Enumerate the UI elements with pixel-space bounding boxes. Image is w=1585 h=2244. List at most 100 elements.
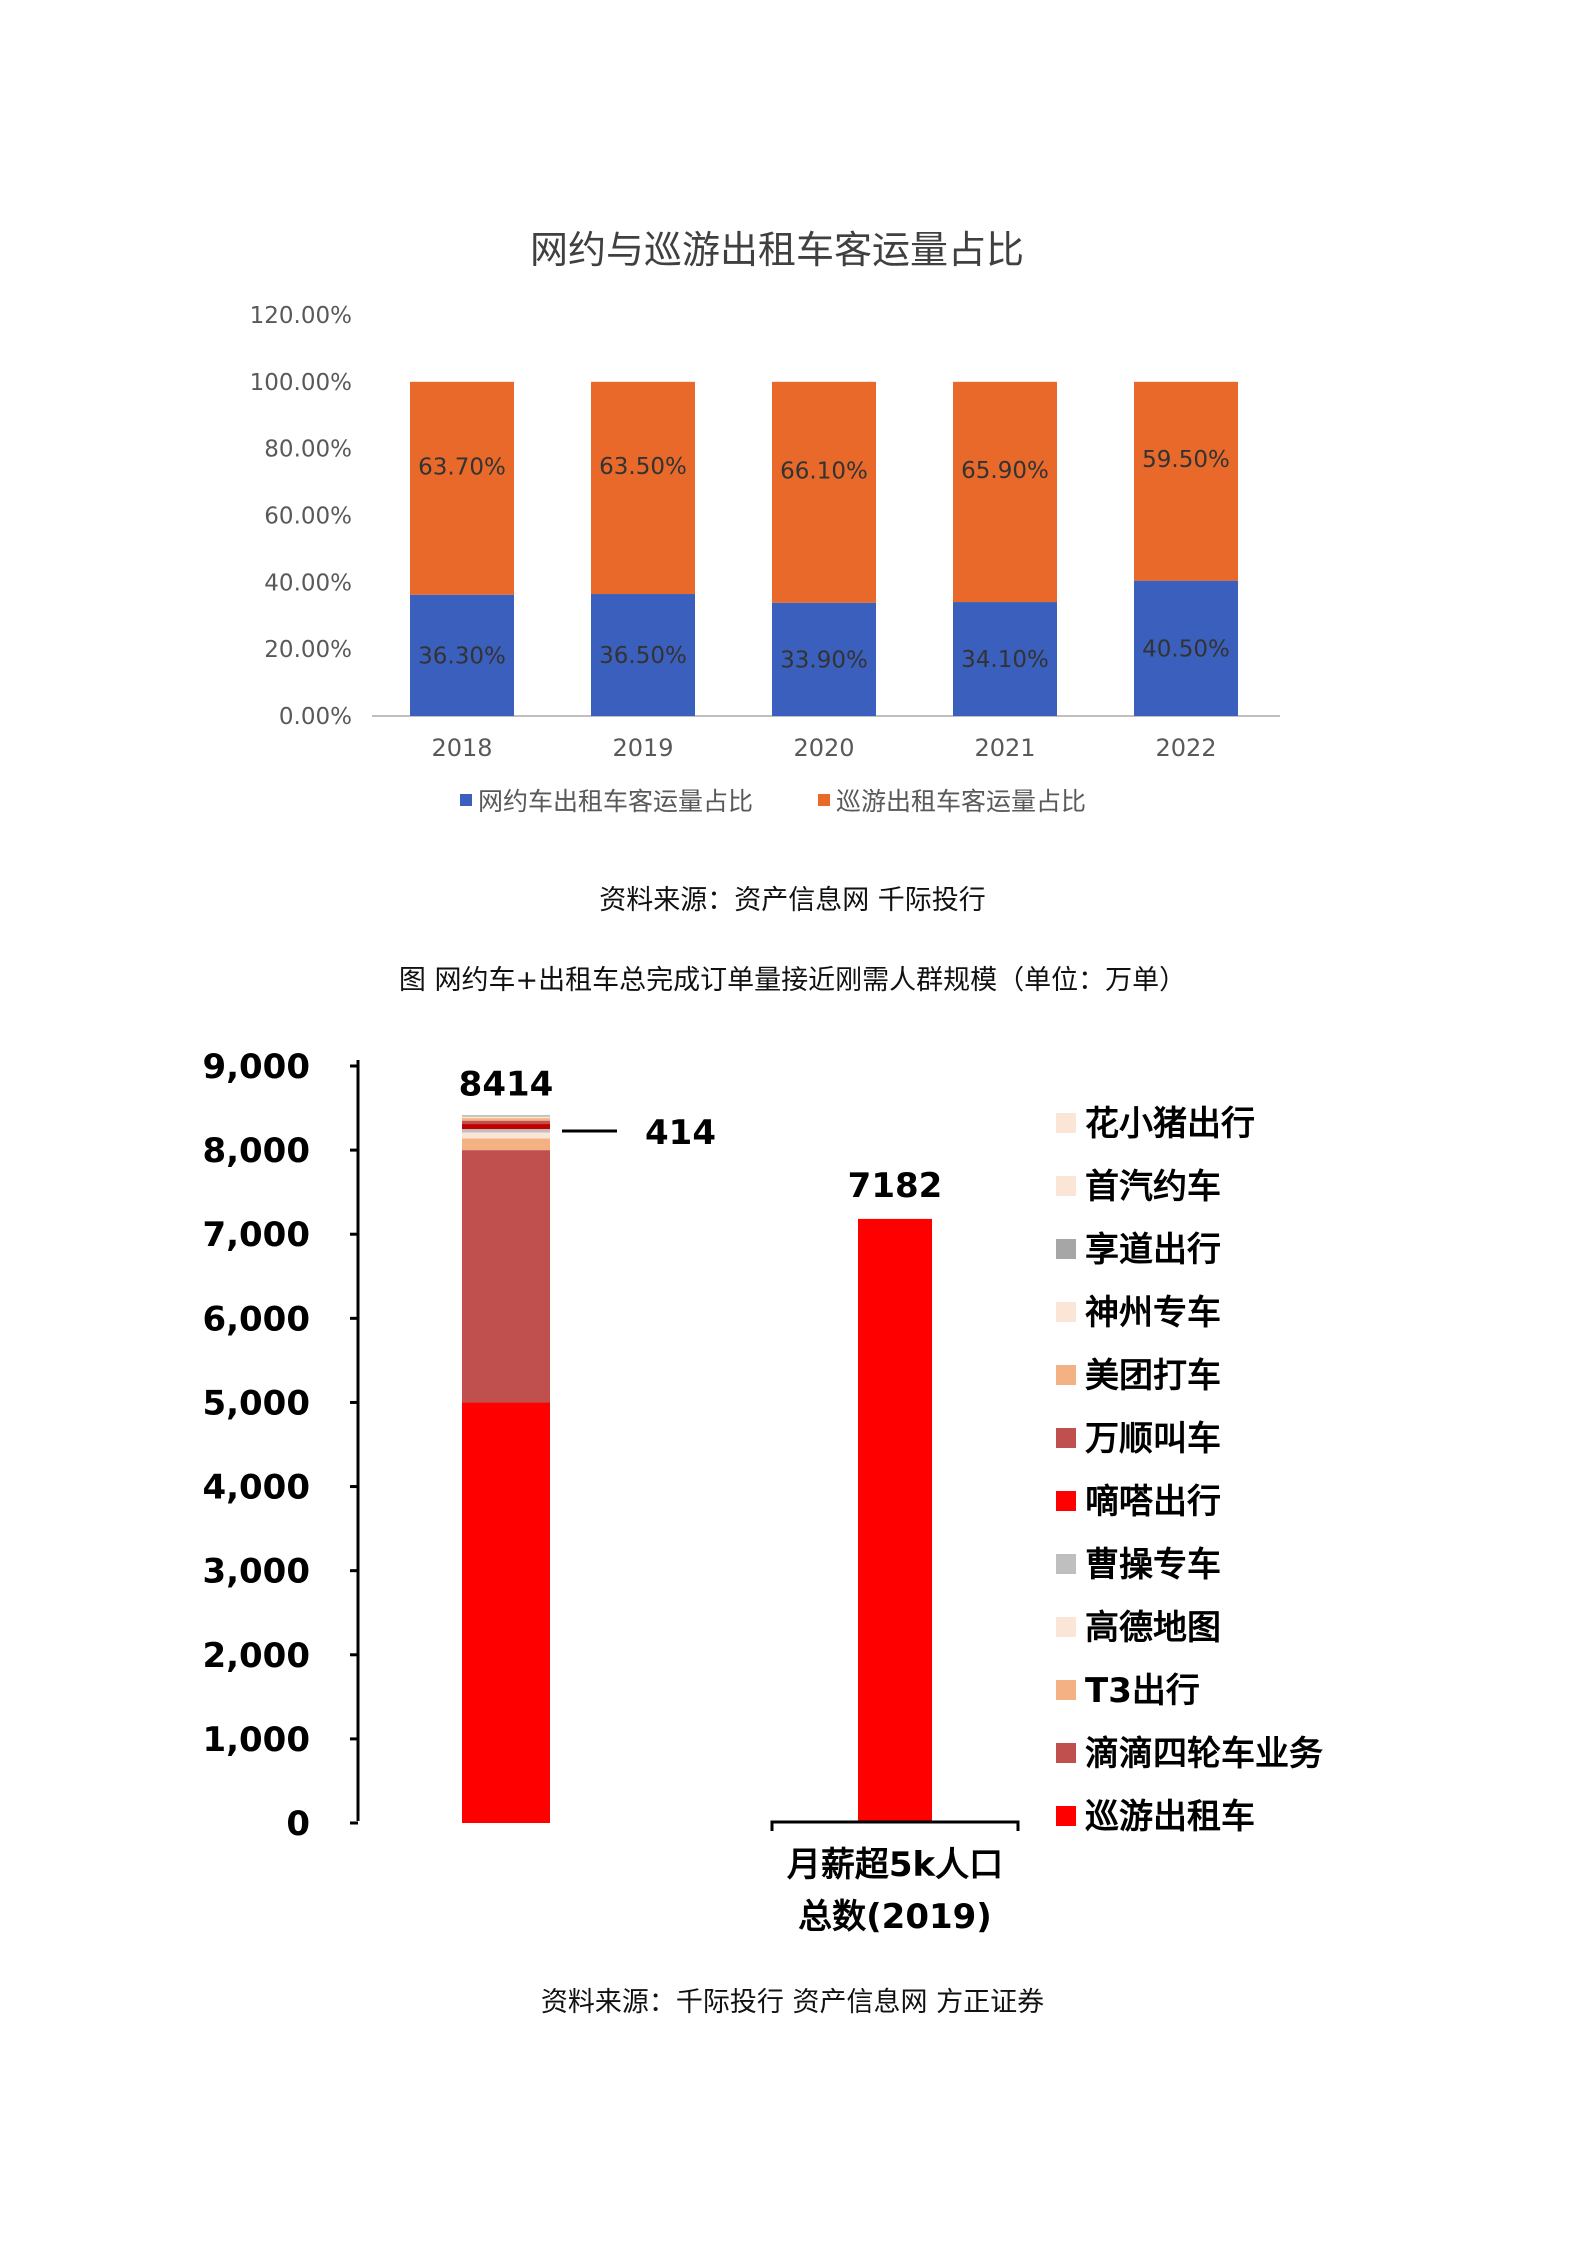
bar-segment (462, 1138, 550, 1151)
legend-label: 嘀嗒出行 (1085, 1482, 1221, 1522)
bar-total-label: 7182 (848, 1166, 943, 1206)
x-tick-label: 2019 (612, 734, 673, 762)
bar-segment (462, 1115, 550, 1117)
data-label: 40.50% (1142, 636, 1230, 662)
y-tick-label: 0.00% (279, 704, 352, 730)
y-tick-label: 4,000 (202, 1468, 310, 1508)
y-tick-label: 100.00% (250, 370, 352, 396)
legend-label: 首汽约车 (1085, 1167, 1221, 1207)
legend-swatch (1056, 1239, 1076, 1259)
legend-swatch (1056, 1176, 1076, 1196)
legend-label: 高德地图 (1085, 1608, 1221, 1648)
y-tick-label: 0 (286, 1804, 310, 1844)
bar-segment (462, 1132, 550, 1139)
x-category-label: 月薪超5k人口 (787, 1845, 1003, 1885)
legend-swatch (1056, 1113, 1076, 1133)
legend-swatch (460, 794, 472, 806)
source-caption-2: 资料来源：千际投行 资产信息网 方正证券 (540, 1987, 1045, 2018)
x-axis: 2018 2019 2020 2021 2022 (431, 734, 1216, 762)
legend-label: T3出行 (1085, 1671, 1200, 1711)
legend-swatch (1056, 1491, 1076, 1511)
legend: 网约车出租车客运量占比 巡游出租车客运量占比 (460, 787, 1086, 816)
legend-swatch (1056, 1302, 1076, 1322)
y-tick-label: 1,000 (202, 1720, 310, 1760)
legend-swatch (1056, 1617, 1076, 1637)
y-tick-label: 2,000 (202, 1636, 310, 1676)
bar-segment (462, 1120, 550, 1125)
bar-segment (772, 381, 876, 603)
bar-segment (953, 602, 1057, 716)
y-axis: 0.00% 20.00% 40.00% 60.00% 80.00% 100.00% 120.… (250, 303, 352, 730)
y-tick-label: 9,000 (202, 1047, 310, 1087)
bars: 8414 414 7182 (459, 1064, 943, 1823)
legend-label: 曹操专车 (1085, 1545, 1221, 1585)
y-tick-label: 5,000 (202, 1383, 310, 1423)
data-label: 59.50% (1142, 447, 1230, 473)
y-tick-label: 7,000 (202, 1215, 310, 1255)
x-tick-label: 2020 (793, 734, 854, 762)
legend-swatch (1056, 1428, 1076, 1448)
bar-segment (858, 1218, 932, 1823)
legend-label: 巡游出租车客运量占比 (836, 787, 1086, 816)
legend-swatch (1056, 1554, 1076, 1574)
y-tick-label: 8,000 (202, 1131, 310, 1171)
bar-segment (462, 1402, 550, 1823)
x-axis-bracket (770, 1820, 1020, 1831)
x-category-label: 总数(2019) (798, 1897, 992, 1937)
data-label: 34.10% (961, 647, 1049, 673)
bar-segment (1134, 580, 1238, 716)
bar-segment (953, 381, 1057, 603)
legend-label: 神州专车 (1085, 1293, 1221, 1333)
legend-swatch (1056, 1365, 1076, 1385)
bars: 36.30% 63.70% 36.50% 63.50% 33.90% 66.10% 34.1… (410, 381, 1238, 716)
figure-2-title: 图 网约车+出租车总完成订单量接近刚需人群规模（单位：万单） (398, 965, 1187, 996)
chart-title: 网约与巡游出租车客运量占比 (530, 228, 1024, 272)
bar-segment (462, 1116, 550, 1119)
y-tick-label: 3,000 (202, 1552, 310, 1592)
y-tick-label: 60.00% (264, 504, 352, 530)
bar-segment (591, 381, 695, 595)
data-label: 63.70% (418, 454, 506, 480)
bar-segment (1134, 381, 1238, 581)
legend-label: 网约车出租车客运量占比 (478, 787, 753, 816)
bar-total-label: 8414 (459, 1064, 554, 1104)
annotation-label: 414 (645, 1113, 716, 1153)
bar-segment (410, 594, 514, 716)
y-tick-label: 6,000 (202, 1299, 310, 1339)
bar-segment (591, 594, 695, 716)
bar-segment (462, 1129, 550, 1133)
legend-label: 万顺叫车 (1085, 1419, 1221, 1459)
data-label: 65.90% (961, 458, 1049, 484)
bar-segment (462, 1124, 550, 1130)
bar-segment (772, 602, 876, 716)
x-tick-label: 2022 (1155, 734, 1216, 762)
passenger-share-chart: 网约与巡游出租车客运量占比 0.00% 20.00% 40.00% 60.00% 80.… (250, 228, 1280, 816)
data-label: 63.50% (599, 454, 687, 480)
legend-swatch (818, 794, 830, 806)
legend-label: 美团打车 (1085, 1356, 1221, 1396)
data-label: 36.50% (599, 643, 687, 669)
y-tick-label: 20.00% (264, 637, 352, 663)
legend-swatch (1056, 1680, 1076, 1700)
legend-label: 花小猪出行 (1085, 1104, 1255, 1144)
data-label: 33.90% (780, 647, 868, 673)
legend-swatch (1056, 1806, 1076, 1826)
source-caption-1: 资料来源：资产信息网 千际投行 (599, 885, 986, 916)
bar-segment (462, 1150, 550, 1403)
y-axis: 0 1,000 2,000 3,000 4,000 5,000 6,000 7,000 8,00… (202, 1047, 358, 1844)
y-tick-label: 40.00% (264, 570, 352, 596)
bar-segment (462, 1118, 550, 1121)
y-tick-label: 120.00% (250, 303, 352, 329)
legend-swatch (1056, 1743, 1076, 1763)
legend-label: 享道出行 (1085, 1230, 1221, 1270)
data-label: 66.10% (780, 458, 868, 484)
legend-label: 滴滴四轮车业务 (1085, 1734, 1323, 1774)
orders-vs-population-chart: 0 1,000 2,000 3,000 4,000 5,000 6,000 7,000 8,00… (202, 1047, 1323, 1937)
data-label: 36.30% (418, 643, 506, 669)
legend-label: 巡游出租车 (1085, 1797, 1255, 1837)
x-tick-label: 2021 (974, 734, 1035, 762)
y-tick-label: 80.00% (264, 437, 352, 463)
x-tick-label: 2018 (431, 734, 492, 762)
